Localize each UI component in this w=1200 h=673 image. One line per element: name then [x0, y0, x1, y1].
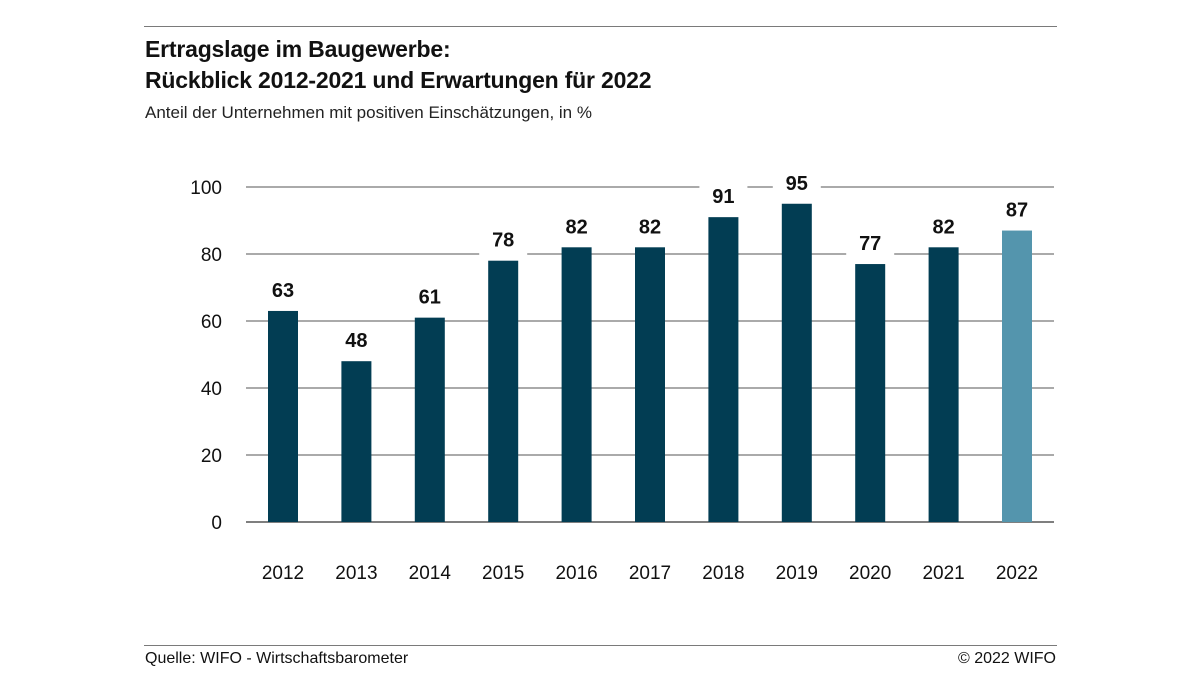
data-label-backdrop — [332, 325, 381, 356]
bar-2014 — [414, 317, 445, 522]
bar-2013 — [341, 361, 372, 522]
data-label-2017: 82 — [639, 216, 661, 238]
copyright-note: © 2022 WIFO — [957, 650, 1056, 667]
bar-2019 — [781, 203, 812, 522]
y-tick-label: 100 — [190, 178, 222, 199]
data-label-backdrop — [405, 281, 454, 312]
x-tick-label-2016: 2016 — [555, 563, 597, 584]
bar-2017 — [635, 247, 665, 523]
x-tick-label-2021: 2021 — [922, 563, 964, 584]
data-label-2015: 78 — [492, 230, 514, 252]
data-label-backdrop — [479, 224, 528, 255]
data-label-backdrop — [699, 181, 748, 212]
x-tick-label-2014: 2014 — [409, 563, 452, 584]
data-label-backdrop — [259, 274, 307, 305]
bar-2012 — [268, 310, 298, 522]
chart-title-line-1: Ertragslage im Baugewerbe: — [145, 36, 451, 62]
data-label-2016: 82 — [565, 216, 587, 238]
data-label-backdrop — [846, 228, 895, 259]
data-label-2012: 63 — [272, 280, 294, 302]
data-label-2014: 61 — [419, 287, 441, 309]
data-label-backdrop — [919, 211, 968, 242]
data-label-2020: 77 — [859, 233, 881, 255]
data-label-backdrop — [552, 211, 601, 242]
x-tick-label-2012: 2012 — [262, 563, 304, 584]
data-label-2019: 95 — [786, 173, 808, 195]
bar-2021 — [928, 247, 959, 523]
data-labels: 63 48 61 78 82 82 91 95 77 82 87 — [259, 167, 1041, 356]
chart-subtitle: Anteil der Unternehmen mit positiven Ein… — [145, 103, 592, 122]
bar-2022 — [1002, 230, 1032, 523]
y-tick-label: 40 — [201, 379, 222, 400]
chart-title-line-2: Rückblick 2012-2021 und Erwartungen für … — [145, 67, 652, 93]
x-tick-label-2020: 2020 — [849, 563, 891, 584]
y-tick-label: 60 — [201, 312, 222, 333]
bar-2020 — [855, 264, 886, 522]
y-tick-label: 20 — [201, 446, 222, 467]
data-label-2013: 48 — [345, 330, 367, 352]
data-label-backdrop — [626, 211, 674, 242]
bottom-rule — [144, 645, 1057, 646]
x-tick-label-2013: 2013 — [335, 563, 377, 584]
source-note: Quelle: WIFO - Wirtschaftsbarometer — [145, 650, 409, 667]
y-axis-ticks: 0 20 40 60 80 100 — [190, 178, 222, 534]
data-label-2022: 87 — [1006, 200, 1028, 222]
x-tick-label-2017: 2017 — [629, 563, 671, 584]
data-label-2018: 91 — [712, 186, 734, 208]
bar-2018 — [708, 217, 739, 522]
data-label-backdrop — [772, 167, 821, 198]
x-tick-label-2018: 2018 — [702, 563, 744, 584]
x-tick-label-2019: 2019 — [776, 563, 818, 584]
chart-title: Ertragslage im Baugewerbe: Rückblick 201… — [145, 34, 652, 96]
x-tick-label-2022: 2022 — [996, 563, 1038, 584]
top-rule — [144, 26, 1057, 27]
y-tick-label: 0 — [211, 513, 222, 534]
bars — [268, 203, 1032, 523]
y-tick-label: 80 — [201, 245, 222, 266]
bar-chart: 0 20 40 60 80 100 63 48 61 78 82 82 91 95 77 82 87 2012… — [190, 167, 1054, 584]
bar-2016 — [561, 247, 592, 523]
bar-2015 — [488, 260, 519, 522]
data-label-2021: 82 — [932, 216, 954, 238]
x-axis-ticks: 2012 2013 2014 2015 2016 2017 2018 2019 2020 2021… — [262, 563, 1038, 584]
x-tick-label-2015: 2015 — [482, 563, 524, 584]
data-label-backdrop — [993, 194, 1041, 225]
